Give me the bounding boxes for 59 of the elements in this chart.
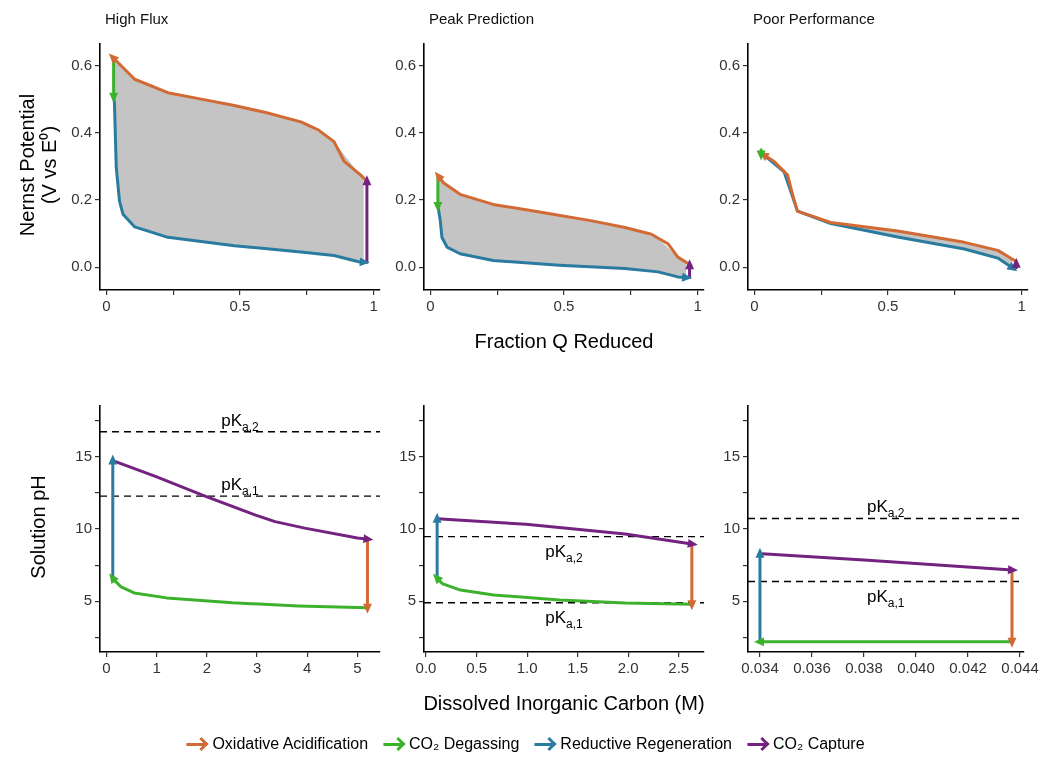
y-axis-title: Solution pH — [27, 474, 49, 581]
x-tick-label: 0 — [750, 297, 759, 315]
x-tick-label: 0 — [426, 297, 435, 315]
y-tick-label: 0.0 — [71, 257, 92, 275]
x-tick-label: 2.0 — [617, 659, 639, 677]
y-tick-label: 0.2 — [395, 190, 416, 208]
x-tick-label: 1 — [152, 659, 161, 677]
x-tick-label: 5 — [353, 659, 362, 677]
chart-title: High Flux — [105, 10, 169, 27]
x-tick-label: 0.5 — [229, 297, 251, 315]
y-tick-label: 0.6 — [719, 55, 740, 73]
x-tick-label: 0.5 — [553, 297, 575, 315]
x-tick-label: 0.5 — [877, 297, 899, 315]
y-tick-label: 0.2 — [719, 190, 740, 208]
x-tick-label: 3 — [252, 659, 262, 677]
y-tick-label: 5 — [731, 591, 740, 609]
x-tick-label: 1 — [369, 297, 378, 315]
y-tick-label: 15 — [723, 446, 740, 464]
x-tick-label: 0.042 — [949, 659, 987, 677]
y-tick-label: 0.6 — [395, 55, 416, 73]
x-tick-label: 0.034 — [741, 659, 779, 677]
legend-label: Oxidative Acidification — [212, 735, 369, 753]
x-tick-label: 0.044 — [1001, 659, 1039, 677]
y-tick-label: 0.4 — [719, 123, 740, 141]
x-axis-title: Fraction Q Reduced — [474, 330, 654, 353]
x-tick-label: 1 — [693, 297, 702, 315]
y-tick-label: 0.0 — [719, 257, 740, 275]
x-tick-label: 1.0 — [516, 659, 538, 677]
x-tick-label: 0 — [102, 297, 111, 315]
legend-label: CO₂ Capture — [773, 735, 865, 753]
x-tick-label: 0.0 — [415, 659, 437, 677]
y-axis-title: Nernst Potential (V vs E⁰) — [16, 92, 60, 239]
y-tick-label: 15 — [399, 446, 416, 464]
y-tick-label: 5 — [83, 591, 92, 609]
x-tick-label: 0.036 — [793, 659, 831, 677]
y-tick-label: 0.2 — [71, 190, 92, 208]
y-tick-label: 10 — [723, 519, 740, 537]
x-tick-label: 2.5 — [668, 659, 690, 677]
y-tick-label: 0.0 — [395, 257, 416, 275]
y-tick-label: 0.6 — [71, 55, 92, 73]
y-tick-label: 5 — [407, 591, 416, 609]
chart-title: Poor Performance — [753, 10, 875, 27]
x-tick-label: 1 — [1017, 297, 1026, 315]
x-tick-label: 1.5 — [567, 659, 589, 677]
x-tick-label: 0 — [102, 659, 111, 677]
legend-label: CO₂ Degassing — [409, 735, 520, 753]
y-tick-label: 10 — [399, 519, 416, 537]
chart-title: Peak Prediction — [429, 10, 535, 27]
x-tick-label: 4 — [303, 659, 312, 677]
x-tick-label: 0.040 — [897, 659, 935, 677]
y-tick-label: 0.4 — [71, 123, 92, 141]
x-tick-label: 0.5 — [466, 659, 487, 677]
y-tick-label: 10 — [75, 519, 92, 537]
x-axis-title: Dissolved Inorganic Carbon (M) — [423, 692, 705, 715]
y-tick-label: 0.4 — [395, 123, 416, 141]
x-tick-label: 0.038 — [845, 659, 883, 677]
legend-label: Reductive Regeneration — [560, 735, 732, 753]
x-tick-label: 2 — [202, 659, 212, 677]
y-tick-label: 15 — [75, 446, 92, 464]
